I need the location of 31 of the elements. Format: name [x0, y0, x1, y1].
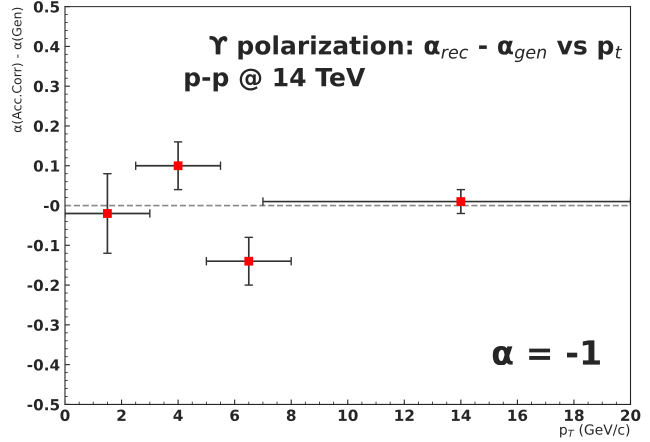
y-tick-label: 0.5 — [34, 1, 60, 13]
y-tick-label: -0.2 — [28, 280, 59, 292]
x-tick-label: 0 — [60, 410, 70, 422]
y-tick-label: 0.3 — [34, 80, 59, 92]
point — [456, 197, 466, 206]
annotation: α = -1 — [492, 340, 600, 366]
annotation: ϒ polarization: α$_{rec}$ - α$_{gen}$ vs p$_{t}$ — [209, 35, 622, 62]
y-tick-label: -0.4 — [28, 359, 60, 371]
y-tick-label: 0.1 — [34, 160, 60, 172]
x-tick-label: 18 — [565, 410, 584, 422]
x-tick-label: 8 — [286, 410, 296, 422]
x-tick-label: 2 — [117, 410, 126, 421]
x-tick-label: 12 — [395, 410, 414, 421]
y-tick-label: -0.3 — [28, 319, 59, 331]
x-tick-label: 10 — [338, 410, 358, 422]
y-tick-label: 0.4 — [34, 40, 60, 52]
y-tick-label: -0 — [44, 200, 60, 212]
x-tick-label: 6 — [230, 410, 240, 422]
y-tick-label: -0.1 — [28, 240, 60, 252]
x-tick-label: 4 — [173, 410, 183, 421]
point — [174, 161, 182, 170]
y-tick-label: 0.2 — [34, 120, 59, 132]
x-tick-label: 14 — [452, 410, 471, 421]
y-axis-title: α(Acc.Corr) - α(Gen) — [12, 8, 24, 132]
x-tick-label: 16 — [508, 410, 528, 422]
point — [103, 209, 112, 218]
x-axis-title: p$_{T}$ (GeV/c) — [560, 424, 630, 438]
annotation: p-p @ 14 TeV — [185, 68, 366, 92]
point — [244, 256, 254, 266]
y-tick-label: -0.5 — [28, 398, 60, 410]
x-tick-label: 20 — [621, 410, 640, 422]
